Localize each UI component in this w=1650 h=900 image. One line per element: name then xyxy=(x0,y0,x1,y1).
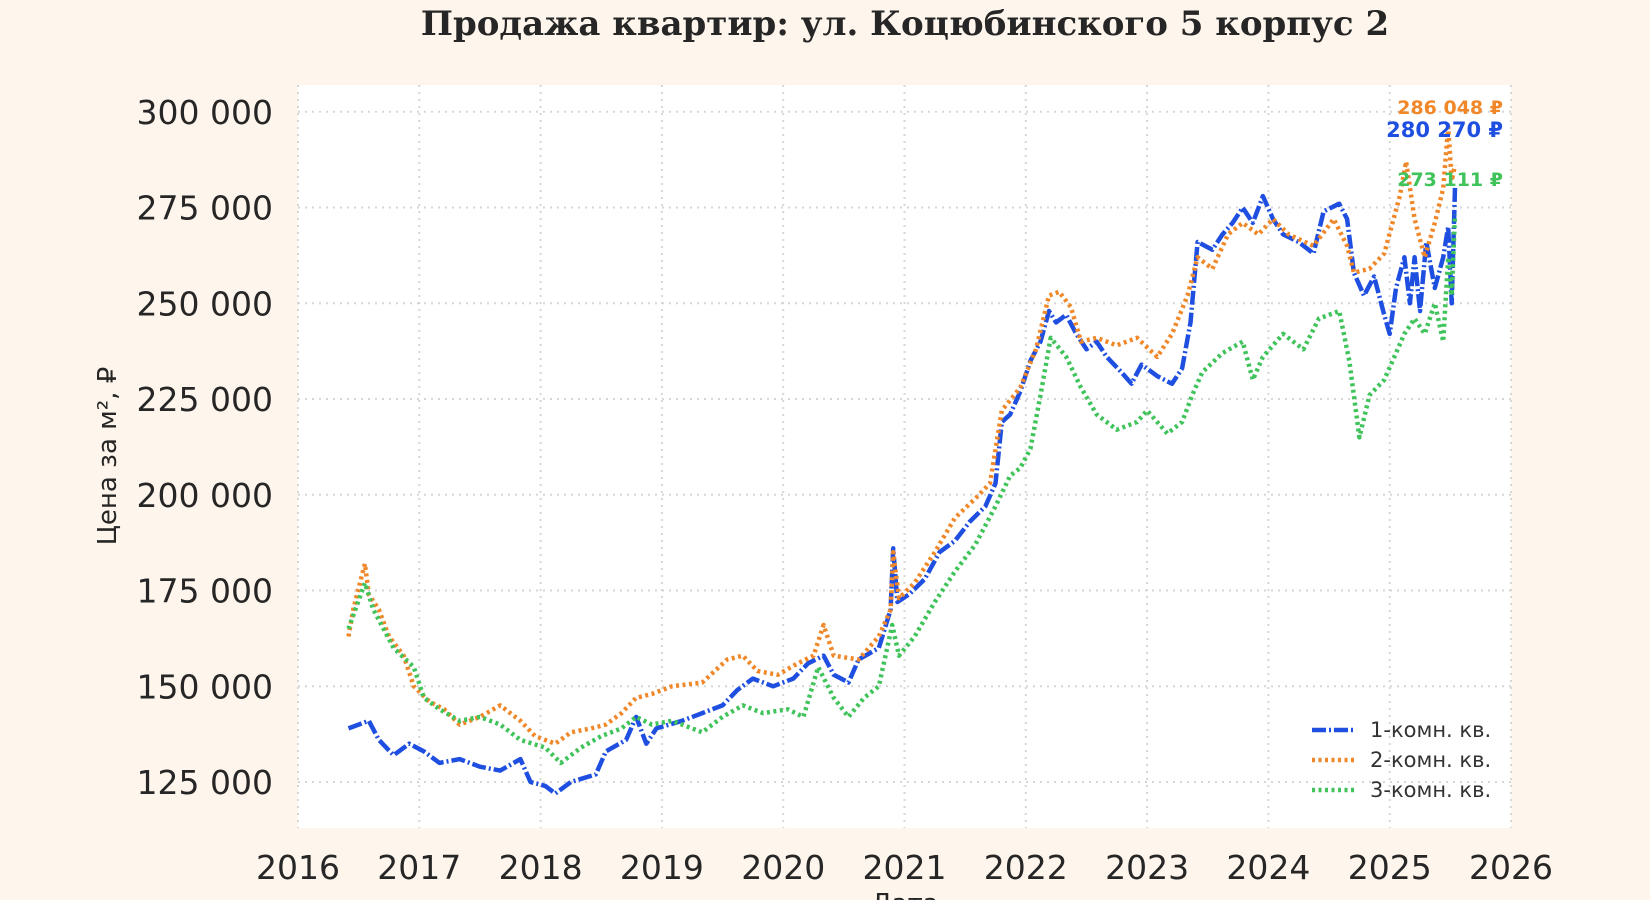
end-value-label-1: 280 270 ₽ xyxy=(1386,118,1503,142)
x-axis-label: Дата xyxy=(871,889,938,900)
chart-title: Продажа квартир: ул. Коцюбинского 5 корп… xyxy=(421,4,1389,44)
y-tick-label: 275 000 xyxy=(137,189,273,228)
y-tick-label: 250 000 xyxy=(137,284,273,323)
y-tick-label: 125 000 xyxy=(137,763,273,802)
x-tick-label: 2018 xyxy=(499,848,583,887)
y-tick-label: 150 000 xyxy=(137,667,273,706)
x-tick-label: 2026 xyxy=(1469,848,1553,887)
series-lines xyxy=(346,124,1458,796)
y-axis-label: Цена за м², ₽ xyxy=(93,367,123,546)
x-tick-label: 2016 xyxy=(256,848,340,887)
y-tick-label: 175 000 xyxy=(137,572,273,611)
series-line-2 xyxy=(346,124,1458,746)
x-tick-label: 2021 xyxy=(863,848,947,887)
x-tick-label: 2019 xyxy=(620,848,704,887)
x-axis-ticks: 2016 2017 2018 2019 2020 2021 2022 2023 2024 2025… xyxy=(256,848,1553,887)
x-tick-label: 2024 xyxy=(1226,848,1310,887)
y-axis-ticks: 125 000 150 000 175 000 200 000 225 000 250 0… xyxy=(137,93,273,802)
legend-label-2: 2-комн. кв. xyxy=(1370,748,1491,772)
x-tick-label: 2020 xyxy=(741,848,825,887)
x-tick-label: 2022 xyxy=(984,848,1068,887)
end-value-label-3: 273 111 ₽ xyxy=(1397,169,1503,191)
end-value-labels: 280 270 ₽286 048 ₽ 273 111 ₽ xyxy=(1386,97,1503,191)
series-line-3 xyxy=(346,214,1458,766)
x-tick-label: 2017 xyxy=(377,848,461,887)
x-tick-label: 2025 xyxy=(1348,848,1432,887)
y-tick-label: 225 000 xyxy=(137,380,273,419)
legend-label-3: 3-комн. кв. xyxy=(1370,778,1491,802)
x-tick-label: 2023 xyxy=(1105,848,1189,887)
series-line-1 xyxy=(347,187,1458,796)
y-tick-label: 300 000 xyxy=(137,93,273,132)
end-value-label-2: 286 048 ₽ xyxy=(1397,97,1503,119)
legend-label-1: 1-комн. кв. xyxy=(1370,718,1491,742)
y-tick-label: 200 000 xyxy=(137,476,273,515)
grid xyxy=(297,85,1512,828)
legend: 1-комн. кв. 2-комн. кв. 3-комн. кв. xyxy=(1312,718,1491,802)
